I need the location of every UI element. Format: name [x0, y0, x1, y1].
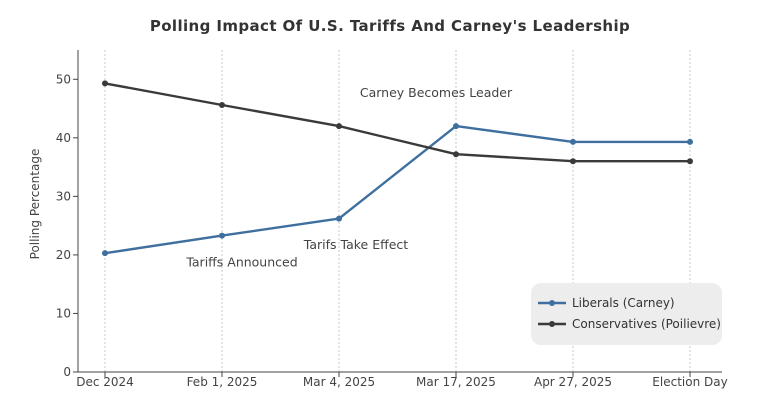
y-tick-label: 20: [56, 248, 71, 262]
x-tick-label: Apr 27, 2025: [534, 375, 612, 389]
data-point-conservatives-poilievre-apr-27-2025: [570, 158, 576, 165]
data-point-liberals-carney-mar-4-2025: [336, 215, 342, 222]
y-tick-label: 40: [56, 131, 71, 145]
annotation-tarifs-take-effect: Tarifs Take Effect: [303, 237, 408, 252]
series-line-conservatives-poilievre: [104, 82, 690, 163]
series: [102, 80, 693, 257]
data-point-conservatives-poilievre-election-day: [687, 158, 693, 165]
data-point-liberals-carney-apr-27-2025: [570, 138, 576, 145]
data-point-conservatives-poilievre-feb-1-2025: [219, 102, 225, 109]
y-tick-label: 30: [56, 189, 71, 203]
legend-box: [531, 283, 722, 345]
x-tick-label: Mar 4, 2025: [303, 375, 375, 389]
data-point-conservatives-poilievre-mar-4-2025: [336, 123, 342, 130]
data-point-liberals-carney-dec-2024: [102, 250, 108, 257]
data-point-liberals-carney-feb-1-2025: [219, 232, 225, 239]
legend-marker-liberals-carney: [549, 300, 555, 306]
annotation-carney-becomes-leader: Carney Becomes Leader: [360, 85, 513, 100]
x-tick-label: Feb 1, 2025: [187, 375, 258, 389]
data-point-liberals-carney-election-day: [687, 138, 693, 145]
legend-label: Conservatives (Poilievre): [572, 317, 721, 331]
y-axis-label: Polling Percentage: [28, 149, 42, 260]
data-point-liberals-carney-mar-17-2025: [453, 123, 459, 130]
x-tick-label: Dec 2024: [76, 375, 134, 389]
y-tick-label: 10: [56, 306, 71, 320]
series-line-liberals-carney: [104, 124, 690, 255]
annotation-tariffs-announced: Tariffs Announced: [185, 255, 297, 270]
annotations: Tariffs Announced Tarifs Take Effect Carne…: [185, 85, 513, 270]
data-point-conservatives-poilievre-dec-2024: [102, 80, 108, 87]
y-tick-label: 50: [56, 72, 71, 86]
y-tick-label: 0: [63, 365, 71, 379]
x-tick-label: Election Day: [652, 375, 727, 389]
data-point-conservatives-poilievre-mar-17-2025: [453, 151, 459, 158]
legend: Liberals (Carney) Conservatives (Poilievr…: [531, 283, 722, 345]
axes: [77, 50, 722, 373]
legend-marker-conservatives-poilievre: [549, 321, 555, 327]
x-tick-label: Mar 17, 2025: [416, 375, 496, 389]
ticks: Dec 2024 Feb 1, 2025 Mar 4, 2025 Mar 17, 20…: [56, 72, 728, 389]
chart-title: Polling Impact Of U.S. Tariffs And Carne…: [150, 17, 630, 35]
legend-label: Liberals (Carney): [572, 296, 675, 310]
